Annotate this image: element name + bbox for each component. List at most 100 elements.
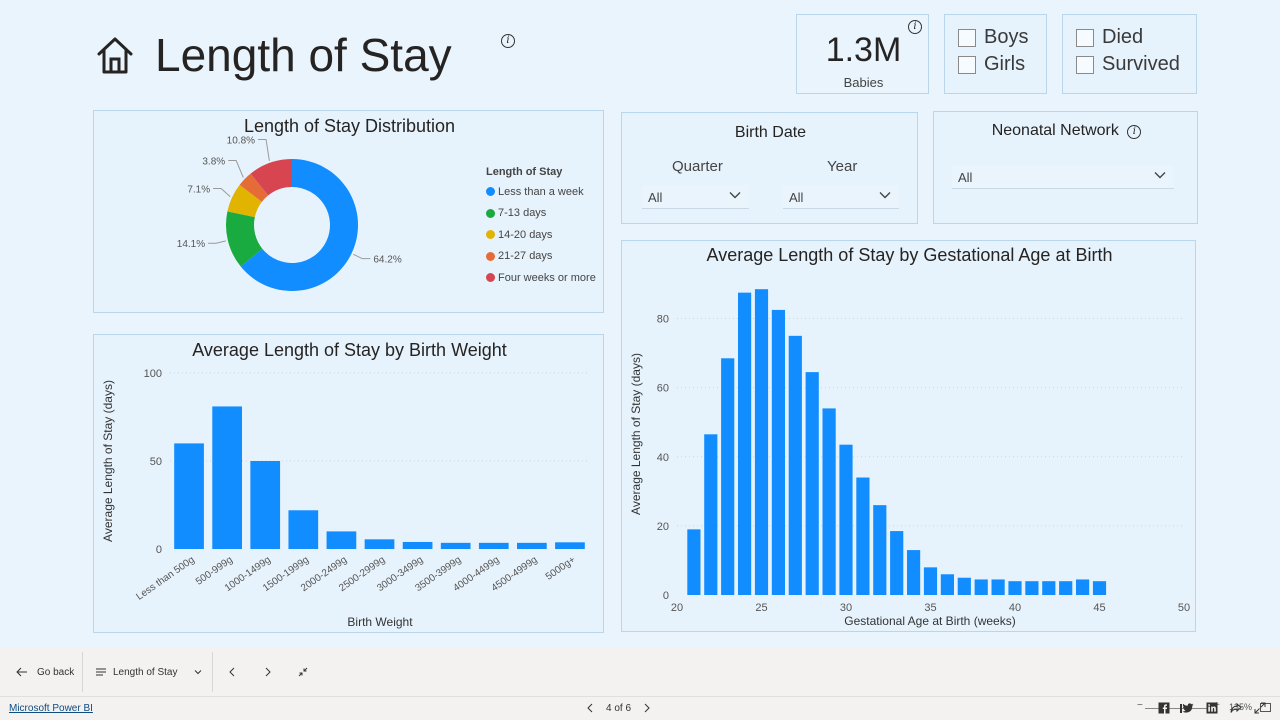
chevron-right-icon	[644, 703, 650, 713]
legend-marker	[486, 208, 495, 218]
bar	[822, 408, 836, 595]
bar	[1008, 581, 1022, 595]
y-tick-label: 100	[144, 368, 162, 380]
linkedin-icon[interactable]	[1206, 702, 1218, 714]
year-label: Year	[827, 158, 858, 175]
zoom-slider[interactable]	[1145, 704, 1211, 713]
chevron-down-icon	[729, 192, 741, 199]
outcome-slicer: Died Survived	[1062, 14, 1197, 94]
birth-weight-chart-card: Average Length of Stay by Birth Weight 0…	[93, 334, 604, 633]
page-menu-button[interactable]: Length of Stay	[96, 659, 206, 685]
home-icon[interactable]	[95, 35, 135, 75]
next-page-button[interactable]	[644, 703, 650, 713]
x-tick-label: 25	[755, 602, 767, 614]
go-back-button[interactable]: Go back	[16, 659, 74, 685]
donut-data-label: 3.8%	[202, 157, 225, 168]
checkbox-boys[interactable]: Boys	[958, 24, 1028, 51]
kpi-card: i 1.3M Babies	[796, 14, 929, 94]
checkbox-box[interactable]	[958, 55, 976, 74]
twitter-icon[interactable]	[1182, 702, 1194, 714]
network-dropdown[interactable]: All	[952, 165, 1174, 189]
bar	[1076, 579, 1090, 595]
info-icon[interactable]: i	[501, 34, 515, 48]
checkbox-box[interactable]	[958, 28, 976, 47]
collapse-icon[interactable]	[298, 659, 308, 685]
expand-icon[interactable]	[1254, 702, 1266, 714]
facebook-icon[interactable]	[1158, 702, 1170, 714]
birth-date-slicer: Birth Date Quarter Year All All	[621, 112, 918, 224]
checkbox-girls[interactable]: Girls	[958, 51, 1028, 78]
kpi-label: Babies	[843, 75, 884, 90]
bar	[174, 443, 204, 549]
checkbox-box[interactable]	[1076, 55, 1094, 74]
bar	[788, 335, 802, 595]
bar	[721, 358, 735, 595]
bar	[1092, 581, 1107, 595]
previous-page-button[interactable]	[228, 659, 236, 685]
bar	[771, 309, 785, 595]
x-tick-label: 45	[1093, 602, 1105, 614]
legend-marker	[486, 230, 495, 240]
year-dropdown[interactable]: All	[783, 185, 899, 209]
donut-data-label: 64.2%	[373, 255, 401, 266]
bar	[974, 579, 988, 595]
x-tick-label: 50	[1178, 602, 1190, 614]
checkbox-box[interactable]	[1076, 28, 1094, 47]
bar	[326, 531, 357, 549]
legend-label: 14-20 days	[498, 228, 553, 241]
quarter-dropdown[interactable]: All	[642, 185, 749, 209]
neonatal-network-slicer: Neonatal Network i All	[933, 111, 1198, 224]
power-bi-status-bar: Microsoft Power BI 4 of 6 − + 135%	[0, 696, 1280, 720]
chart-title: Average Length of Stay by Gestational Ag…	[706, 245, 1113, 265]
legend-marker	[486, 187, 495, 197]
donut-slice	[240, 159, 358, 291]
x-tick-label: 35	[924, 602, 936, 614]
bar	[687, 529, 701, 595]
legend-item[interactable]: 7-13 days	[486, 203, 596, 225]
info-icon[interactable]: i	[1127, 125, 1142, 139]
legend-marker	[486, 251, 495, 261]
y-tick-label: 40	[657, 452, 669, 464]
chevron-down-icon	[194, 670, 202, 675]
bar	[212, 406, 242, 549]
y-tick-label: 20	[657, 521, 669, 533]
legend-item[interactable]: 14-20 days	[486, 224, 596, 246]
zoom-slider-thumb[interactable]	[1180, 704, 1182, 713]
y-axis-title: Average Length of Stay (days)	[101, 380, 115, 542]
report-navigation-bar: Go back Length of Stay	[0, 648, 1280, 696]
zoom-out-button[interactable]: −	[1137, 700, 1143, 711]
power-bi-brand-link[interactable]: Microsoft Power BI	[9, 703, 93, 714]
y-tick-label: 60	[657, 383, 669, 395]
donut-slice	[227, 184, 262, 218]
x-tick-label: 20	[671, 602, 683, 614]
checkbox-died[interactable]: Died	[1076, 24, 1180, 51]
chevron-left-icon	[587, 703, 593, 713]
chevron-left-icon	[229, 667, 235, 677]
bar	[991, 579, 1005, 595]
network-value: All	[958, 170, 973, 185]
legend-item[interactable]: Four weeks or more	[486, 267, 596, 289]
length-of-stay-distribution-card: Length of Stay Distribution 64.2% 14.1% 7.…	[93, 110, 604, 313]
donut-slice	[226, 211, 263, 267]
bar	[1059, 581, 1073, 595]
checkbox-label-survived: Survived	[1102, 53, 1180, 75]
next-page-button[interactable]	[264, 659, 272, 685]
bar	[704, 434, 718, 595]
share-icon[interactable]	[1230, 702, 1242, 714]
checkbox-label-died: Died	[1102, 26, 1144, 48]
gender-slicer: Boys Girls	[944, 14, 1047, 94]
chevron-down-icon	[1154, 172, 1166, 179]
quarter-value: All	[648, 190, 663, 205]
checkbox-survived[interactable]: Survived	[1076, 51, 1180, 78]
page-indicator: 4 of 6	[606, 703, 632, 714]
legend-item[interactable]: 21-27 days	[486, 246, 596, 268]
donut-slice	[250, 159, 292, 196]
x-tick-label: 5000g+	[544, 554, 578, 582]
bar	[738, 292, 752, 595]
previous-page-button[interactable]	[587, 703, 593, 713]
bar	[250, 461, 281, 549]
legend-item[interactable]: Less than a week	[486, 181, 596, 203]
info-icon[interactable]: i	[908, 20, 922, 34]
bar	[402, 541, 433, 549]
page-title: Length of Stay	[155, 29, 452, 81]
